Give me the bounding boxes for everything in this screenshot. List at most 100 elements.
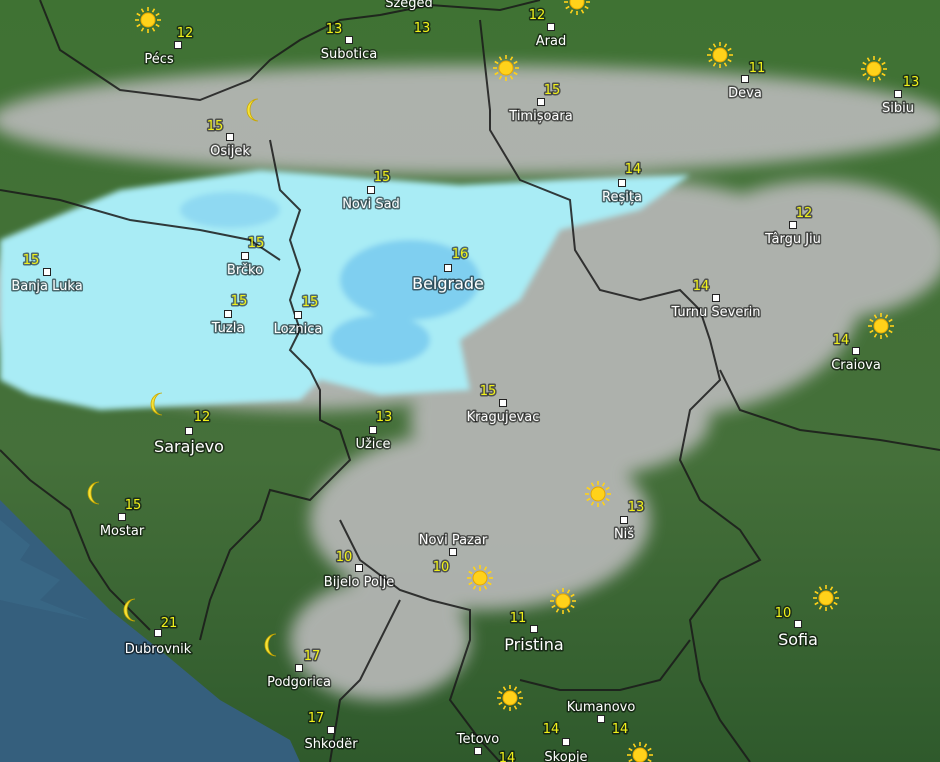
sun-ray bbox=[586, 497, 591, 502]
sun-disc bbox=[632, 747, 648, 762]
sun-disc bbox=[555, 593, 571, 609]
sun-ray bbox=[498, 56, 503, 61]
sun-ray bbox=[605, 497, 610, 502]
sun-icon bbox=[550, 588, 576, 614]
sun-ray bbox=[643, 743, 648, 748]
sun-ray bbox=[498, 690, 503, 695]
sun-ray bbox=[517, 701, 522, 706]
temperature: 13 bbox=[326, 22, 343, 37]
sun-disc bbox=[712, 47, 728, 63]
city-marker bbox=[547, 23, 555, 31]
sun-ray bbox=[727, 58, 732, 63]
sun-ray bbox=[155, 12, 160, 17]
city-name: Deva bbox=[728, 86, 762, 101]
sun-ray bbox=[151, 27, 156, 32]
sun-disc bbox=[498, 60, 514, 76]
sun-ray bbox=[829, 605, 834, 610]
sun-ray bbox=[513, 686, 518, 691]
temperature: 16 bbox=[452, 247, 469, 262]
city-marker bbox=[499, 399, 507, 407]
sun-disc bbox=[818, 590, 834, 606]
city-name: Tetovo bbox=[456, 732, 499, 747]
sun-ray bbox=[862, 61, 867, 66]
sun-ray bbox=[155, 23, 160, 28]
city-marker bbox=[174, 41, 182, 49]
city-marker bbox=[620, 516, 628, 524]
temperature: 13 bbox=[376, 410, 393, 425]
city-marker bbox=[294, 311, 302, 319]
city-name: Belgrade bbox=[412, 274, 484, 293]
city-marker bbox=[226, 133, 234, 141]
sun-ray bbox=[565, 5, 570, 10]
sun-ray bbox=[498, 701, 503, 706]
sun-ray bbox=[866, 76, 871, 81]
sun-ray bbox=[509, 56, 514, 61]
temperature: 17 bbox=[308, 711, 325, 726]
temperature: 10 bbox=[336, 550, 353, 565]
sun-ray bbox=[570, 593, 575, 598]
sun-ray bbox=[601, 501, 606, 506]
city-marker bbox=[327, 726, 335, 734]
sun-ray bbox=[551, 604, 556, 609]
temperature: 15 bbox=[231, 294, 248, 309]
sun-icon bbox=[813, 585, 839, 611]
sun-ray bbox=[580, 9, 585, 14]
sun-ray bbox=[502, 686, 507, 691]
sun-ray bbox=[881, 61, 886, 66]
sun-ray bbox=[727, 47, 732, 52]
sun-ray bbox=[628, 747, 633, 752]
city-marker bbox=[449, 548, 457, 556]
sun-ray bbox=[866, 57, 871, 62]
city-marker bbox=[224, 310, 232, 318]
city-name: Banja Luka bbox=[11, 279, 82, 294]
sun-ray bbox=[590, 501, 595, 506]
city-marker bbox=[794, 620, 802, 628]
sun-ray bbox=[140, 8, 145, 13]
city-name: Skopje bbox=[544, 750, 587, 762]
city-name: Shkodër bbox=[304, 737, 358, 752]
sun-ray bbox=[509, 75, 514, 80]
sun-disc bbox=[140, 12, 156, 28]
sun-ray bbox=[708, 47, 713, 52]
sun-ray bbox=[570, 604, 575, 609]
sun-disc bbox=[569, 0, 585, 10]
sun-ray bbox=[888, 318, 893, 323]
city-name: Novi Pazar bbox=[419, 533, 488, 548]
sun-ray bbox=[566, 608, 571, 613]
sun-ray bbox=[818, 586, 823, 591]
temperature: 10 bbox=[433, 560, 450, 575]
sun-icon bbox=[493, 55, 519, 81]
temperature: 11 bbox=[749, 61, 766, 76]
city-name: Sarajevo bbox=[154, 437, 224, 456]
sun-ray bbox=[513, 71, 518, 76]
temperature: 12 bbox=[194, 410, 211, 425]
sun-ray bbox=[513, 705, 518, 710]
sun-ray bbox=[647, 758, 652, 762]
sun-ray bbox=[555, 589, 560, 594]
sun-ray bbox=[723, 43, 728, 48]
city-marker bbox=[618, 179, 626, 187]
city-name: Osijek bbox=[210, 144, 250, 159]
temperature: 15 bbox=[302, 295, 319, 310]
moon-icon bbox=[150, 392, 163, 416]
city-marker bbox=[345, 36, 353, 44]
sun-icon bbox=[861, 56, 887, 82]
city-name: Pécs bbox=[144, 52, 174, 67]
temperature: 12 bbox=[796, 206, 813, 221]
sun-ray bbox=[829, 586, 834, 591]
sun-ray bbox=[494, 60, 499, 65]
moon-icon bbox=[246, 98, 259, 122]
sun-ray bbox=[723, 62, 728, 67]
temperature: 15 bbox=[248, 236, 265, 251]
city-name: Sibiu bbox=[882, 101, 914, 116]
city-name: Arad bbox=[536, 34, 566, 49]
sun-icon bbox=[585, 481, 611, 507]
moon-icon bbox=[87, 481, 100, 505]
sun-ray bbox=[601, 482, 606, 487]
sun-ray bbox=[632, 743, 637, 748]
sun-ray bbox=[494, 71, 499, 76]
sun-ray bbox=[647, 747, 652, 752]
sun-icon bbox=[868, 313, 894, 339]
city-name: Dubrovnik bbox=[125, 642, 192, 657]
temperature: 21 bbox=[161, 616, 178, 631]
